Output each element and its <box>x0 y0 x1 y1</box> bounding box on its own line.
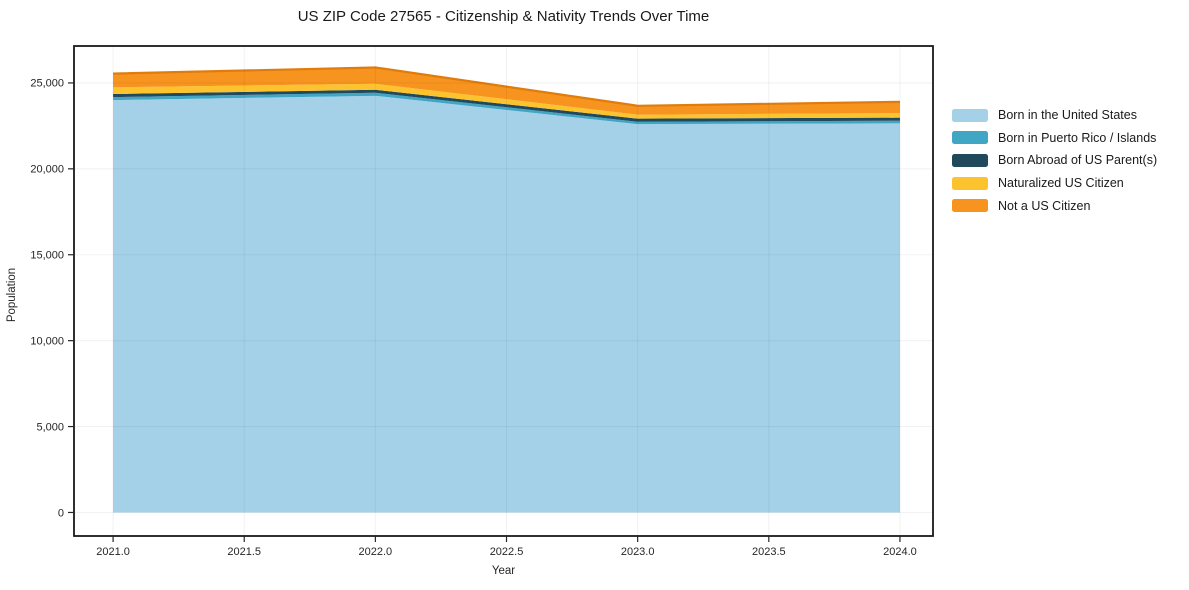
area-series-4 <box>113 67 900 115</box>
legend-item: Not a US Citizen <box>952 194 1157 217</box>
x-tick-label: 2022.5 <box>490 546 524 558</box>
x-tick-label: 2021.5 <box>227 546 261 558</box>
legend-label: Naturalized US Citizen <box>998 176 1124 191</box>
legend-item: Born in Puerto Rico / Islands <box>952 127 1157 150</box>
gridlines <box>74 46 933 536</box>
area-series-2 <box>113 89 900 122</box>
x-tick-label: 2021.0 <box>96 546 130 558</box>
chart-title: US ZIP Code 27565 - Citizenship & Nativi… <box>297 8 710 25</box>
legend-label: Born Abroad of US Parent(s) <box>998 153 1158 168</box>
legend: Born in the United States Born in Puerto… <box>952 104 1157 217</box>
x-axis-label: Year <box>492 565 515 577</box>
area-series-3 <box>113 83 900 119</box>
legend-swatch-born-abroad-icon <box>952 153 988 167</box>
y-tick-label: 15,000 <box>30 250 64 262</box>
legend-swatch-born-us-icon <box>952 108 988 122</box>
area-series-1 <box>113 92 900 125</box>
legend-label: Born in the United States <box>998 108 1137 123</box>
y-tick-label: 20,000 <box>30 164 64 176</box>
legend-swatch-naturalized-icon <box>952 176 988 190</box>
plot-frame <box>73 45 934 537</box>
legend-item: Born Abroad of US Parent(s) <box>952 149 1157 172</box>
x-tick-label: 2024.0 <box>883 546 917 558</box>
y-tick-label: 5,000 <box>36 421 64 433</box>
x-tick-label: 2023.5 <box>752 546 786 558</box>
legend-label: Not a US Citizen <box>998 198 1091 213</box>
legend-label: Born in Puerto Rico / Islands <box>998 130 1157 145</box>
area-series-0 <box>113 95 900 513</box>
y-tick-label: 25,000 <box>30 78 64 90</box>
legend-item: Naturalized US Citizen <box>952 172 1157 195</box>
y-axis-label: Population <box>6 268 18 322</box>
x-tick-label: 2022.0 <box>359 546 393 558</box>
axes: 2021.0 2021.5 2022.0 2022.5 2023.0 2023.5 2024… <box>30 45 934 558</box>
stacked-area-layers <box>113 66 900 513</box>
stack-top-edge <box>113 66 900 107</box>
y-tick-label: 0 <box>58 507 64 519</box>
legend-swatch-not-citizen-icon <box>952 199 988 213</box>
x-tick-label: 2023.0 <box>621 546 655 558</box>
legend-item: Born in the United States <box>952 104 1157 127</box>
y-tick-label: 10,000 <box>30 335 64 347</box>
legend-swatch-puerto-rico-icon <box>952 131 988 145</box>
